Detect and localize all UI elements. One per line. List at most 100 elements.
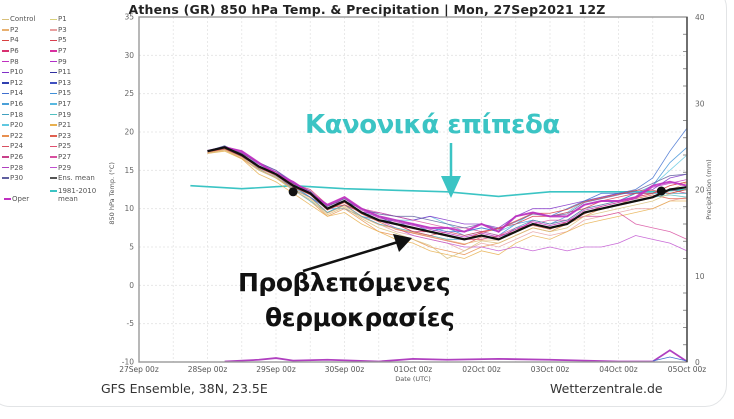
x-tick-label: 03Oct 00z	[531, 365, 569, 374]
legend-swatch-icon	[2, 50, 9, 52]
legend-item: P2	[2, 26, 50, 34]
y-tick-label: 10	[124, 204, 134, 213]
x-tick-label: 29Sep 00z	[256, 365, 296, 374]
legend-label: P6	[10, 47, 19, 56]
legend-item: P27	[50, 153, 98, 161]
model-source-label: GFS Ensemble, 38N, 23.5E	[101, 381, 268, 396]
legend-item: P11	[50, 68, 98, 76]
legend-row: P12 P13	[2, 78, 98, 89]
legend-swatch-icon	[2, 103, 9, 105]
legend-row: P4 P5	[2, 35, 98, 46]
legend-swatch-icon	[50, 135, 57, 137]
legend-swatch-icon	[2, 60, 9, 63]
legend-swatch-icon	[50, 177, 57, 179]
legend-item: P25	[50, 142, 98, 150]
legend-label: P26	[10, 153, 24, 162]
legend-label: P2	[10, 25, 19, 34]
legend-item: P18	[2, 111, 50, 119]
legend-row: P30 Ens. mean	[2, 173, 98, 184]
site-credit-label: Wetterzentrale.de	[550, 381, 663, 396]
y-tick-label: 0	[129, 281, 134, 290]
legend-item-climatology: 1981-2010 mean	[50, 187, 96, 203]
legend-swatch-icon	[50, 92, 57, 95]
legend-swatch-icon	[50, 124, 57, 126]
x-tick-label: 05Oct 00z	[668, 365, 706, 374]
x-tick-label: 01Oct 00z	[394, 365, 432, 374]
legend-swatch-icon	[2, 39, 9, 42]
legend-swatch-icon	[50, 166, 57, 169]
legend-item: P17	[50, 100, 98, 108]
legend-row: P26 P27	[2, 152, 98, 163]
legend-swatch-icon	[50, 145, 57, 148]
ensemble-member-line	[207, 149, 688, 259]
legend-swatch-icon	[2, 166, 9, 169]
legend-label: P11	[58, 68, 72, 77]
legend-swatch-icon	[50, 39, 57, 42]
legend-item: P4	[2, 36, 50, 44]
legend-item: P14	[2, 89, 50, 97]
legend-label: P23	[58, 131, 72, 140]
legend-swatch-icon	[50, 60, 57, 63]
y2-tick-label: 30	[695, 99, 705, 108]
legend-item: P12	[2, 79, 50, 87]
legend-row: P28 P29	[2, 162, 98, 173]
y-tick-label: -10	[122, 358, 134, 367]
annotation-normal-levels: Κανονικά επίπεδα	[305, 110, 560, 140]
legend-item: P16	[2, 100, 50, 108]
ensemble-member-line	[207, 146, 688, 229]
legend-label: P21	[58, 121, 72, 130]
legend: Control P1 P2 P3 P4 P5 P6 P7 P8 P9 P10 P11 P12 P13 P14…	[2, 14, 98, 203]
y2-tick-label: 0	[695, 358, 700, 367]
legend-item-oper: Oper	[4, 195, 29, 203]
y-tick-label: 25	[124, 89, 134, 98]
legend-swatch-icon	[2, 124, 9, 126]
annotation-forecast-line1: Προβλεπόμενες	[238, 268, 451, 297]
legend-label: P9	[58, 57, 67, 66]
legend-row: P2 P3	[2, 25, 98, 36]
legend-item: P5	[50, 36, 98, 44]
legend-label: P13	[58, 78, 72, 87]
legend-swatch-icon	[50, 103, 57, 105]
chart-title: Athens (GR) 850 hPa Temp. & Precipitatio…	[128, 2, 606, 17]
climatology-line	[190, 184, 688, 198]
legend-label: P8	[10, 57, 19, 66]
legend-label: P22	[10, 131, 24, 140]
legend-swatch-icon	[2, 177, 9, 179]
legend-label: P19	[58, 110, 72, 119]
y2-tick-label: 10	[695, 272, 705, 281]
y-tick-label: 5	[129, 243, 134, 252]
y-tick-label: 20	[124, 128, 134, 137]
legend-label: P16	[10, 100, 24, 109]
legend-label: P7	[58, 47, 67, 56]
legend-item: P28	[2, 164, 50, 172]
legend-swatch-icon	[50, 82, 57, 84]
legend-label: P28	[10, 163, 24, 172]
y-tick-label: -5	[127, 319, 135, 328]
legend-row: Control P1	[2, 14, 98, 25]
legend-label: P20	[10, 121, 24, 130]
x-tick-label: 04Oct 00z	[599, 365, 637, 374]
y-tick-label: 30	[124, 51, 134, 60]
legend-item: P6	[2, 47, 50, 55]
legend-swatch-icon	[50, 156, 57, 158]
legend-label: P10	[10, 68, 24, 77]
legend-label: P14	[10, 89, 24, 98]
legend-row: P20 P21	[2, 120, 98, 131]
y-axis-label: 850 hPa Temp. (°C)	[108, 162, 116, 225]
legend-swatch-icon	[50, 71, 57, 74]
legend-row: P18 P19	[2, 109, 98, 120]
legend-swatch-icon	[2, 18, 9, 21]
legend-item: P13	[50, 79, 98, 87]
legend-item: P1	[50, 15, 98, 23]
legend-row: P14 P15	[2, 88, 98, 99]
legend-item: P30	[2, 174, 50, 182]
legend-swatch-icon	[2, 145, 9, 148]
legend-swatch-icon	[2, 135, 9, 137]
ensemble-member-line	[207, 150, 687, 259]
legend-swatch-icon	[2, 82, 9, 84]
legend-item: Ens. mean	[50, 174, 98, 182]
legend-swatch-icon	[50, 29, 57, 31]
legend-item: P21	[50, 121, 98, 129]
marker-dot	[288, 187, 298, 197]
